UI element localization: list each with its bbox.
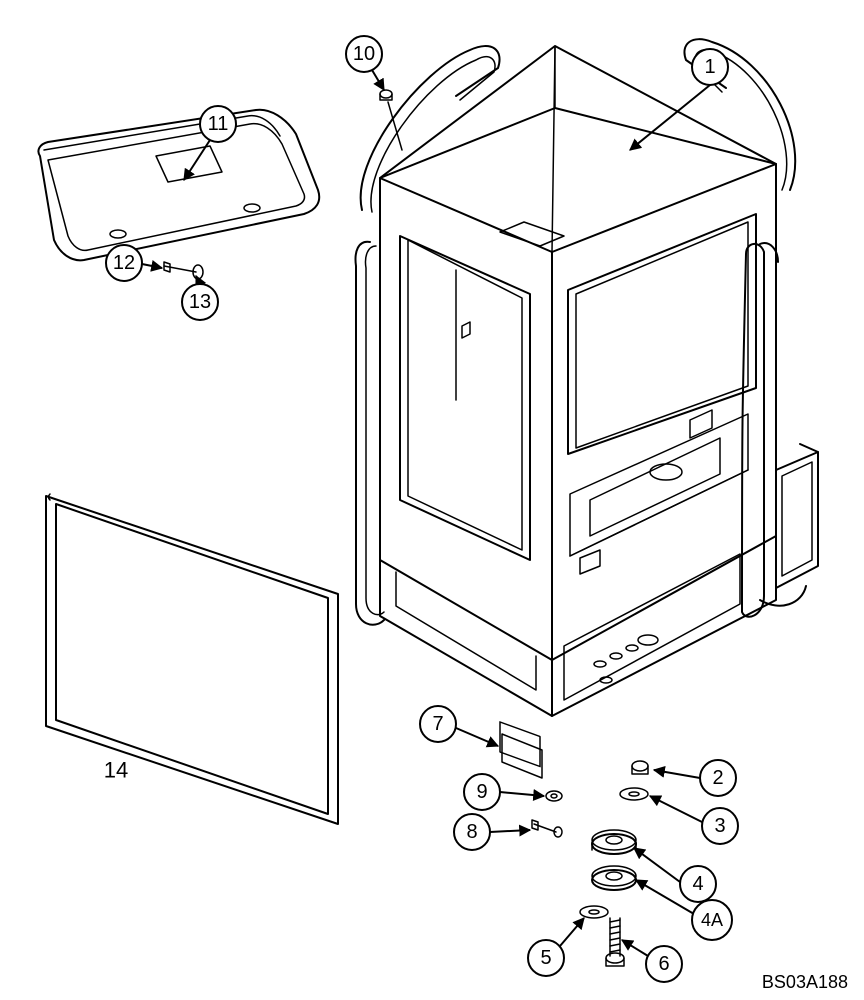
callout-9: 9 xyxy=(464,774,500,810)
parts-diagram: 1 2 3 4 4A 5 6 7 xyxy=(0,0,864,1000)
callout-5-label: 5 xyxy=(540,947,551,969)
callout-10-label: 10 xyxy=(353,43,375,65)
callout-6-label: 6 xyxy=(658,953,669,975)
callout-4-label: 4 xyxy=(692,873,703,895)
callout-2-label: 2 xyxy=(712,767,723,789)
callout-10: 10 xyxy=(346,36,382,72)
callout-11: 11 xyxy=(200,106,236,142)
label-14: 14 xyxy=(104,758,128,783)
callout-4A: 4A xyxy=(692,900,732,940)
cab-assembly xyxy=(356,39,818,766)
callout-8: 8 xyxy=(454,814,490,850)
callout-8-label: 8 xyxy=(466,821,477,843)
callout-1: 1 xyxy=(692,49,728,85)
callout-4A-label: 4A xyxy=(701,910,723,930)
callout-11-label: 11 xyxy=(208,113,229,135)
callout-1-label: 1 xyxy=(704,56,715,78)
callout-7: 7 xyxy=(420,706,456,742)
window-frame-14 xyxy=(46,494,338,824)
callout-2: 2 xyxy=(700,760,736,796)
callout-3-label: 3 xyxy=(714,815,725,837)
callout-6: 6 xyxy=(646,946,682,982)
callout-bubbles: 1 2 3 4 4A 5 6 7 xyxy=(106,36,738,982)
callout-13: 13 xyxy=(182,284,218,320)
callout-5: 5 xyxy=(528,940,564,976)
callout-9-label: 9 xyxy=(476,781,487,803)
callout-13-label: 13 xyxy=(189,291,211,313)
mounting-hardware xyxy=(502,734,648,966)
visor-trim xyxy=(38,110,319,279)
callout-4: 4 xyxy=(680,866,716,902)
drawing-code: BS03A188 xyxy=(762,972,848,992)
callout-12: 12 xyxy=(106,245,142,281)
callout-12-label: 12 xyxy=(113,252,135,274)
callout-3: 3 xyxy=(702,808,738,844)
callout-7-label: 7 xyxy=(432,713,443,735)
